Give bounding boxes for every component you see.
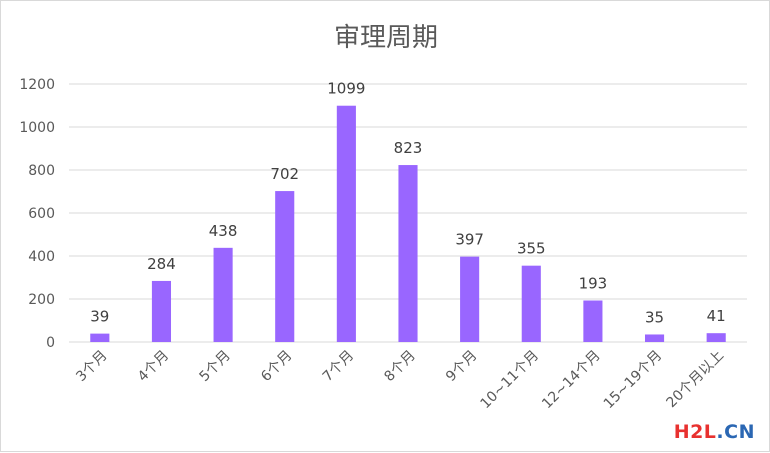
x-tick-label: 4个月	[135, 348, 172, 385]
x-tick-label: 10~11个月	[478, 348, 543, 413]
y-tick-label: 600	[28, 206, 55, 222]
chart-title: 审理周期	[333, 23, 438, 53]
data-label: 39	[90, 308, 109, 326]
data-label: 702	[270, 165, 299, 183]
x-tick-label: 15~19个月	[601, 348, 666, 413]
y-tick-label: 1000	[19, 120, 55, 136]
watermark-logo: H2L.CN	[674, 421, 755, 443]
y-tick-label: 400	[28, 249, 55, 265]
x-tick-label: 6个月	[258, 348, 295, 385]
data-label: 397	[455, 231, 484, 249]
watermark-part-a: H2L	[673, 421, 717, 443]
bar	[151, 280, 172, 342]
data-label: 284	[147, 255, 176, 273]
data-label: 438	[209, 222, 238, 240]
x-tick-label: 8个月	[381, 348, 418, 385]
watermark-part-b: .CN	[716, 421, 755, 443]
data-label: 35	[645, 308, 664, 326]
bar	[336, 105, 356, 342]
bar	[521, 265, 541, 342]
x-tick-label: 9个月	[443, 348, 480, 385]
data-label: 823	[394, 139, 423, 157]
data-label: 193	[579, 275, 608, 293]
bar	[583, 300, 603, 342]
bar	[644, 334, 665, 342]
bar	[275, 191, 295, 342]
data-label: 41	[707, 307, 726, 325]
bar	[90, 333, 110, 342]
y-tick-label: 200	[28, 292, 55, 308]
data-label: 355	[517, 240, 546, 258]
bar	[460, 256, 480, 342]
bar	[706, 333, 726, 342]
bar	[213, 247, 233, 342]
x-tick-label: 12~14个月	[539, 348, 604, 413]
x-tick-label: 5个月	[196, 348, 233, 385]
data-label: 1099	[327, 80, 365, 98]
x-tick-label: 3个月	[73, 348, 110, 385]
x-tick-label: 20个月以上	[663, 348, 727, 412]
y-tick-label: 1200	[19, 77, 55, 93]
x-tick-label: 7个月	[320, 348, 357, 385]
y-tick-label: 0	[46, 335, 55, 351]
y-tick-label: 800	[28, 163, 55, 179]
bar	[398, 165, 418, 342]
